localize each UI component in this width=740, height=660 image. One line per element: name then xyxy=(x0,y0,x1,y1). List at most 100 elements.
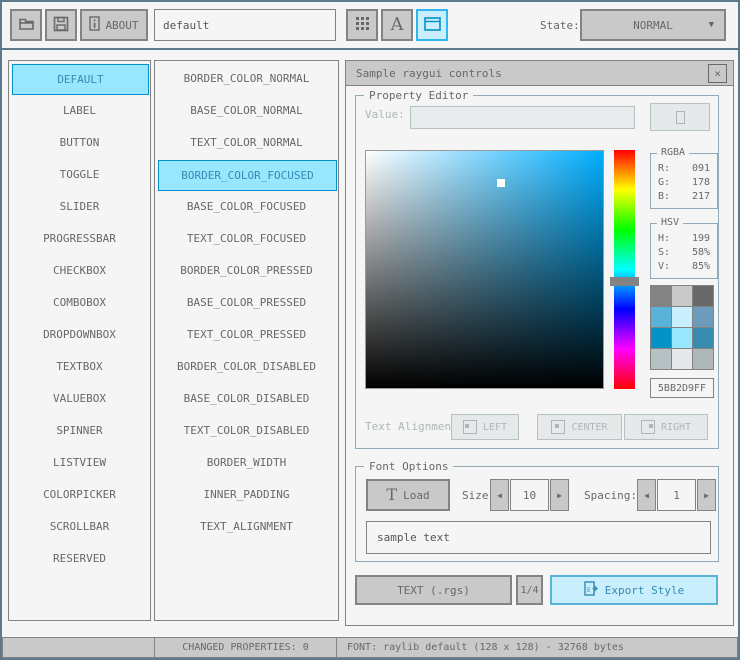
color-saturation-value-picker[interactable] xyxy=(365,150,604,389)
font-letter-icon: A xyxy=(390,14,404,35)
property-item-base-color-normal[interactable]: BASE_COLOR_NORMAL xyxy=(190,104,303,117)
style-name-input[interactable]: default xyxy=(154,9,336,41)
control-item-colorpicker[interactable]: COLORPICKER xyxy=(43,488,116,501)
property-item-border-color-disabled[interactable]: BORDER_COLOR_DISABLED xyxy=(176,360,317,373)
palette-swatch[interactable] xyxy=(651,286,671,306)
export-style-label: Export Style xyxy=(604,583,685,597)
control-item-reserved[interactable]: RESERVED xyxy=(53,552,106,565)
value-input[interactable] xyxy=(410,106,635,129)
control-item-textbox[interactable]: TEXTBOX xyxy=(56,360,103,373)
control-item-slider[interactable]: SLIDER xyxy=(59,200,100,213)
save-style-button[interactable] xyxy=(45,9,77,41)
spacing-decrement-button[interactable]: ◀ xyxy=(637,479,656,511)
sample-window-titlebar[interactable]: Sample raygui controls × xyxy=(346,61,733,86)
palette-swatch[interactable] xyxy=(693,286,713,306)
color-picker-cursor[interactable] xyxy=(497,179,505,187)
palette-swatch[interactable] xyxy=(672,307,692,327)
property-item-text-alignment[interactable]: TEXT_ALIGNMENT xyxy=(200,520,293,533)
hsv-group: HSV H: 199 S: 58% V: 85% xyxy=(650,217,718,279)
property-editor-group: Property Editor xyxy=(355,89,719,449)
control-item-checkbox[interactable]: CHECKBOX xyxy=(53,264,106,277)
control-item-listview[interactable]: LISTVIEW xyxy=(53,456,106,469)
hue-slider[interactable] xyxy=(614,150,635,389)
palette-swatch[interactable] xyxy=(672,349,692,369)
font-size-input[interactable]: 10 xyxy=(510,479,549,511)
arrow-left-icon: ◀ xyxy=(644,490,649,500)
control-item-progressbar[interactable]: PROGRESSBAR xyxy=(43,232,116,245)
palette-swatch[interactable] xyxy=(693,307,713,327)
palette-swatch[interactable] xyxy=(672,286,692,306)
arrow-right-icon: ▶ xyxy=(704,490,709,500)
grid-icon xyxy=(355,16,370,34)
property-item-base-color-disabled[interactable]: BASE_COLOR_DISABLED xyxy=(183,392,310,405)
show-controls-panel-button[interactable] xyxy=(416,9,448,41)
hue-slider-handle[interactable] xyxy=(610,277,639,286)
palette-swatch[interactable] xyxy=(672,328,692,348)
close-icon[interactable]: × xyxy=(708,64,727,83)
load-font-label: Load xyxy=(403,488,430,502)
control-item-default[interactable]: DEFAULT xyxy=(12,64,149,95)
property-item-text-color-focused[interactable]: TEXT_COLOR_FOCUSED xyxy=(186,232,307,245)
font-settings-button[interactable]: A xyxy=(381,9,413,41)
export-format-button[interactable]: TEXT (.rgs) xyxy=(355,575,512,605)
value-apply-button[interactable] xyxy=(650,103,710,131)
about-button[interactable]: ABOUT xyxy=(80,9,148,41)
folder-open-icon xyxy=(18,16,35,34)
palette-swatch[interactable] xyxy=(651,328,671,348)
edit-palette-button[interactable] xyxy=(346,9,378,41)
control-item-combobox[interactable]: COMBOBOX xyxy=(53,296,106,309)
control-item-dropdownbox[interactable]: DROPDOWNBOX xyxy=(43,328,116,341)
size-increment-button[interactable]: ▶ xyxy=(550,479,569,511)
property-item-border-width[interactable]: BORDER_WIDTH xyxy=(206,456,287,469)
palette-swatch[interactable] xyxy=(651,349,671,369)
property-item-text-color-normal[interactable]: TEXT_COLOR_NORMAL xyxy=(190,136,303,149)
property-item-inner-padding[interactable]: INNER_PADDING xyxy=(203,488,290,501)
sample-controls-window: Sample raygui controls × Property Editor… xyxy=(345,60,734,626)
control-item-button[interactable]: BUTTON xyxy=(59,136,100,149)
font-spacing-input[interactable]: 1 xyxy=(657,479,696,511)
palette-swatch[interactable] xyxy=(651,307,671,327)
property-item-text-color-pressed[interactable]: TEXT_COLOR_PRESSED xyxy=(186,328,307,341)
property-item-base-color-pressed[interactable]: BASE_COLOR_PRESSED xyxy=(186,296,307,309)
export-format-label: TEXT (.rgs) xyxy=(397,583,470,597)
export-format-page-button[interactable]: 1/4 xyxy=(516,575,543,605)
style-color-palette xyxy=(650,285,714,370)
sample-text-input[interactable]: sample text xyxy=(366,521,711,554)
control-item-scrollbar[interactable]: SCROLLBAR xyxy=(49,520,110,533)
arrow-left-icon: ◀ xyxy=(497,490,502,500)
align-left-icon xyxy=(462,420,477,434)
hex-color-input[interactable]: 5BB2D9FF xyxy=(650,378,714,398)
font-size-value: 10 xyxy=(522,488,537,502)
font-spacing-value: 1 xyxy=(673,488,680,502)
font-options-group: Font Options xyxy=(355,460,719,562)
property-item-border-color-focused[interactable]: BORDER_COLOR_FOCUSED xyxy=(158,160,337,191)
toolbar-divider xyxy=(0,48,740,50)
load-font-button[interactable]: T Load xyxy=(366,479,450,511)
control-item-label[interactable]: LABEL xyxy=(62,104,97,117)
palette-swatch[interactable] xyxy=(693,328,713,348)
spacing-increment-button[interactable]: ▶ xyxy=(697,479,716,511)
align-center-button[interactable]: CENTER xyxy=(537,414,622,440)
state-dropdown[interactable]: NORMAL ▼ xyxy=(580,9,726,41)
open-style-button[interactable] xyxy=(10,9,42,41)
hsv-hue-value: 199 xyxy=(691,232,710,244)
align-right-button[interactable]: RIGHT xyxy=(624,414,708,440)
state-label: State: xyxy=(540,19,580,32)
palette-swatch[interactable] xyxy=(693,349,713,369)
align-right-icon xyxy=(640,420,655,434)
property-item-border-color-normal[interactable]: BORDER_COLOR_NORMAL xyxy=(183,72,310,85)
align-left-button[interactable]: LEFT xyxy=(451,414,519,440)
rgba-blue-row: B: 217 xyxy=(658,190,710,202)
property-item-text-color-disabled[interactable]: TEXT_COLOR_DISABLED xyxy=(183,424,310,437)
rgba-group: RGBA R: 091 G: 178 B: 217 xyxy=(650,147,718,209)
size-decrement-button[interactable]: ◀ xyxy=(490,479,509,511)
control-item-toggle[interactable]: TOGGLE xyxy=(59,168,100,181)
export-style-button[interactable]: E Export Style xyxy=(550,575,718,605)
rgba-green-value: 178 xyxy=(691,176,710,188)
control-item-valuebox[interactable]: VALUEBOX xyxy=(53,392,106,405)
property-item-base-color-focused[interactable]: BASE_COLOR_FOCUSED xyxy=(186,200,307,213)
control-item-spinner[interactable]: SPINNER xyxy=(56,424,103,437)
hsv-hue-row: H: 199 xyxy=(658,232,710,244)
property-item-border-color-pressed[interactable]: BORDER_COLOR_PRESSED xyxy=(180,264,313,277)
